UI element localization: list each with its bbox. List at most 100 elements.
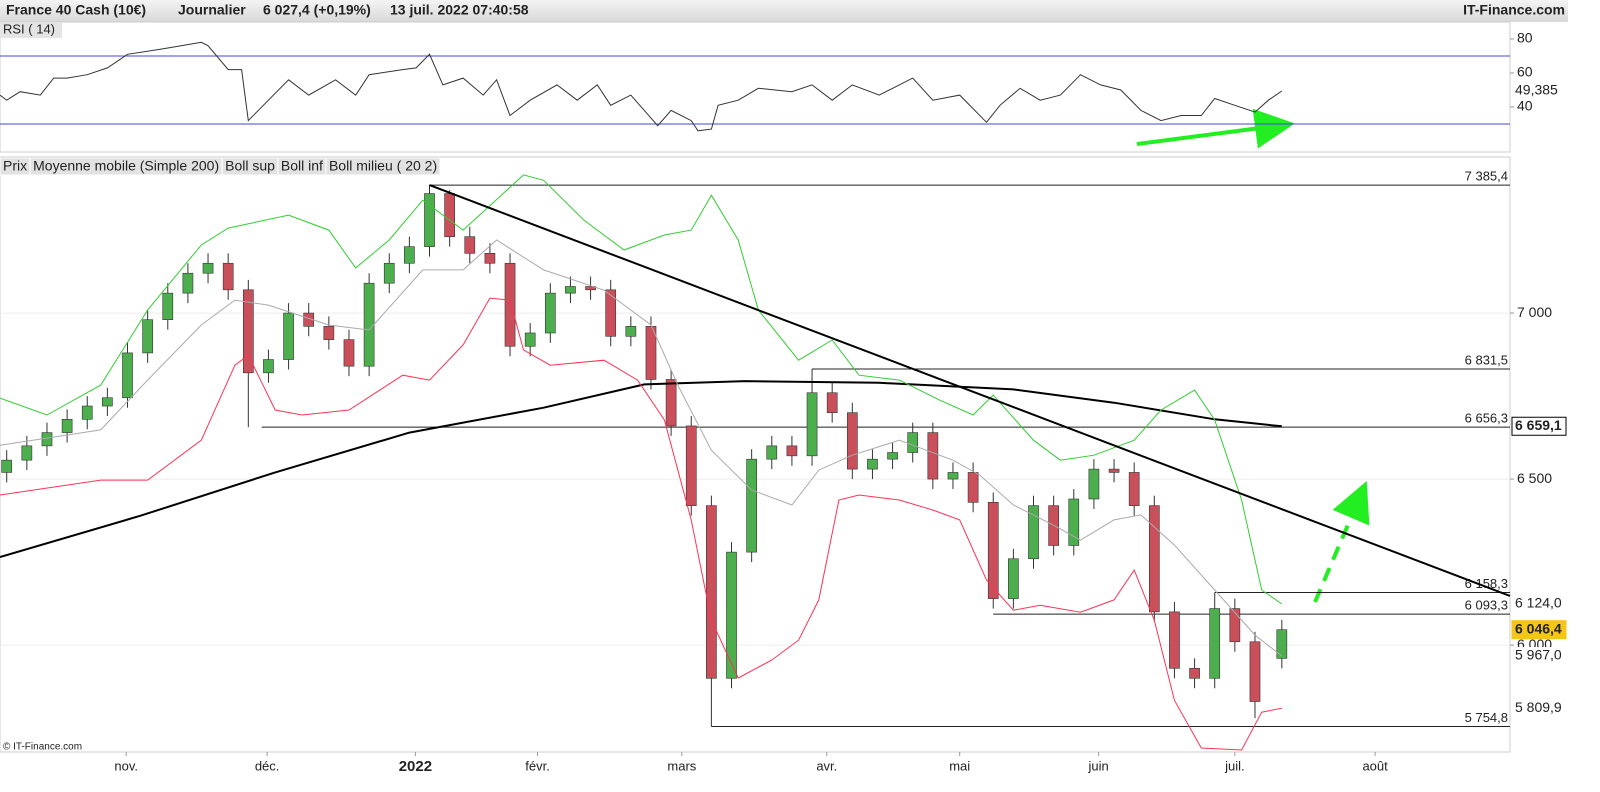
indicator-line (0, 239, 1283, 657)
candle-body (887, 452, 898, 460)
x-tick-label: juin (1087, 758, 1108, 773)
candle-body (222, 262, 234, 291)
value-badge (1512, 594, 1566, 613)
indicator-line (0, 174, 1283, 605)
candle-body (1008, 558, 1019, 599)
candle-body (263, 359, 274, 374)
candle-body (826, 392, 838, 413)
rsi-title: RSI ( 14) (3, 21, 55, 36)
candle-body (21, 445, 33, 461)
x-tick-label: févr. (525, 758, 550, 773)
candle-body (283, 312, 294, 360)
badge-label: 6 124,0 (1515, 595, 1562, 611)
candle-body (585, 286, 596, 291)
y-tick-label: 7 000 (1517, 304, 1552, 320)
candle-body (504, 262, 516, 347)
candle-body (1229, 608, 1241, 643)
candle-body (987, 502, 999, 599)
candle-body (1, 459, 13, 473)
y-tick-label: 40 (1517, 98, 1533, 114)
candle-body (1108, 468, 1120, 473)
price-frame (0, 156, 1511, 753)
candle-body (1068, 498, 1080, 546)
value-badge (1512, 699, 1566, 718)
x-tick-label: 2022 (399, 758, 432, 775)
candle-body (726, 551, 737, 679)
candle-body (665, 379, 677, 427)
candle-body (746, 458, 757, 553)
candle-body (1276, 629, 1288, 659)
candle-body (786, 445, 798, 457)
rsi-frame (0, 21, 1511, 153)
candle-body (907, 432, 919, 453)
candle-body (61, 419, 73, 433)
candle-body (484, 252, 496, 264)
x-tick-label: déc. (255, 758, 280, 773)
candle-body (424, 193, 435, 247)
y-tick-label: 80 (1517, 30, 1533, 46)
candle-body (967, 472, 979, 503)
badge-label: 6 659,1 (1515, 417, 1562, 433)
candle-body (323, 326, 335, 340)
value-badge (1512, 647, 1566, 666)
candle-body (404, 246, 415, 264)
trend-arrow (1136, 108, 1295, 149)
value-badge (1511, 416, 1567, 436)
header-bar (0, 0, 1568, 22)
candle-body (524, 332, 536, 347)
candle-body (544, 292, 556, 334)
rsi-line (0, 41, 1283, 132)
legend-entry: Boll milieu ( 20 2) (329, 158, 437, 174)
indicator-line (0, 297, 1282, 751)
candle-body (182, 272, 194, 294)
candle-body (363, 282, 375, 367)
x-tick-label: mai (949, 758, 970, 773)
candle-body (706, 505, 717, 679)
value-badge (1511, 620, 1567, 640)
legend-entry: Prix (3, 158, 27, 174)
candle-body (1088, 468, 1100, 500)
x-tick-label: avr. (816, 758, 837, 773)
brand: IT-Finance.com (1463, 2, 1565, 18)
candle-body (142, 319, 153, 354)
x-tick-label: nov. (114, 758, 138, 773)
candle-body (927, 432, 939, 480)
copyright: © IT-Finance.com (3, 742, 82, 753)
level-label: 6 831,5 (1465, 352, 1508, 367)
candle-body (162, 292, 174, 321)
legend-bg (325, 157, 441, 176)
badge-label: 5 967,0 (1515, 647, 1562, 663)
candle-body (444, 193, 455, 237)
candle-body (565, 286, 576, 294)
level-label: 6 093,3 (1465, 598, 1508, 613)
candle-body (1028, 505, 1039, 560)
period: Journalier (178, 2, 246, 18)
badge-label: 6 046,4 (1515, 620, 1562, 636)
candle-body (81, 405, 93, 420)
candle-body (41, 432, 53, 447)
candle-body (1169, 611, 1180, 669)
level-label: 6 656,3 (1465, 411, 1508, 426)
value-badge (1512, 82, 1566, 101)
candle-body (383, 262, 395, 284)
candle-body (1128, 472, 1140, 506)
candle-body (464, 236, 476, 254)
level-label: 7 385,4 (1465, 169, 1508, 184)
candle-body (947, 472, 959, 480)
candle-body (102, 397, 113, 407)
level-label: 6 158,3 (1465, 576, 1508, 591)
candle-body (122, 352, 133, 399)
candle-body (605, 289, 617, 337)
candle-body (645, 326, 657, 380)
candle-body (202, 262, 214, 274)
legend-entry: Boll sup (225, 158, 275, 174)
rsi-title-bg (0, 22, 62, 38)
legend-entry: Boll inf (281, 158, 323, 174)
level-label: 5 754,8 (1465, 710, 1508, 725)
candle-body (766, 445, 778, 460)
legend-entry: Moyenne mobile (Simple 200) (33, 158, 219, 174)
candle-body (625, 326, 637, 337)
candle-body (1249, 641, 1261, 702)
x-tick-label: août (1362, 758, 1388, 773)
